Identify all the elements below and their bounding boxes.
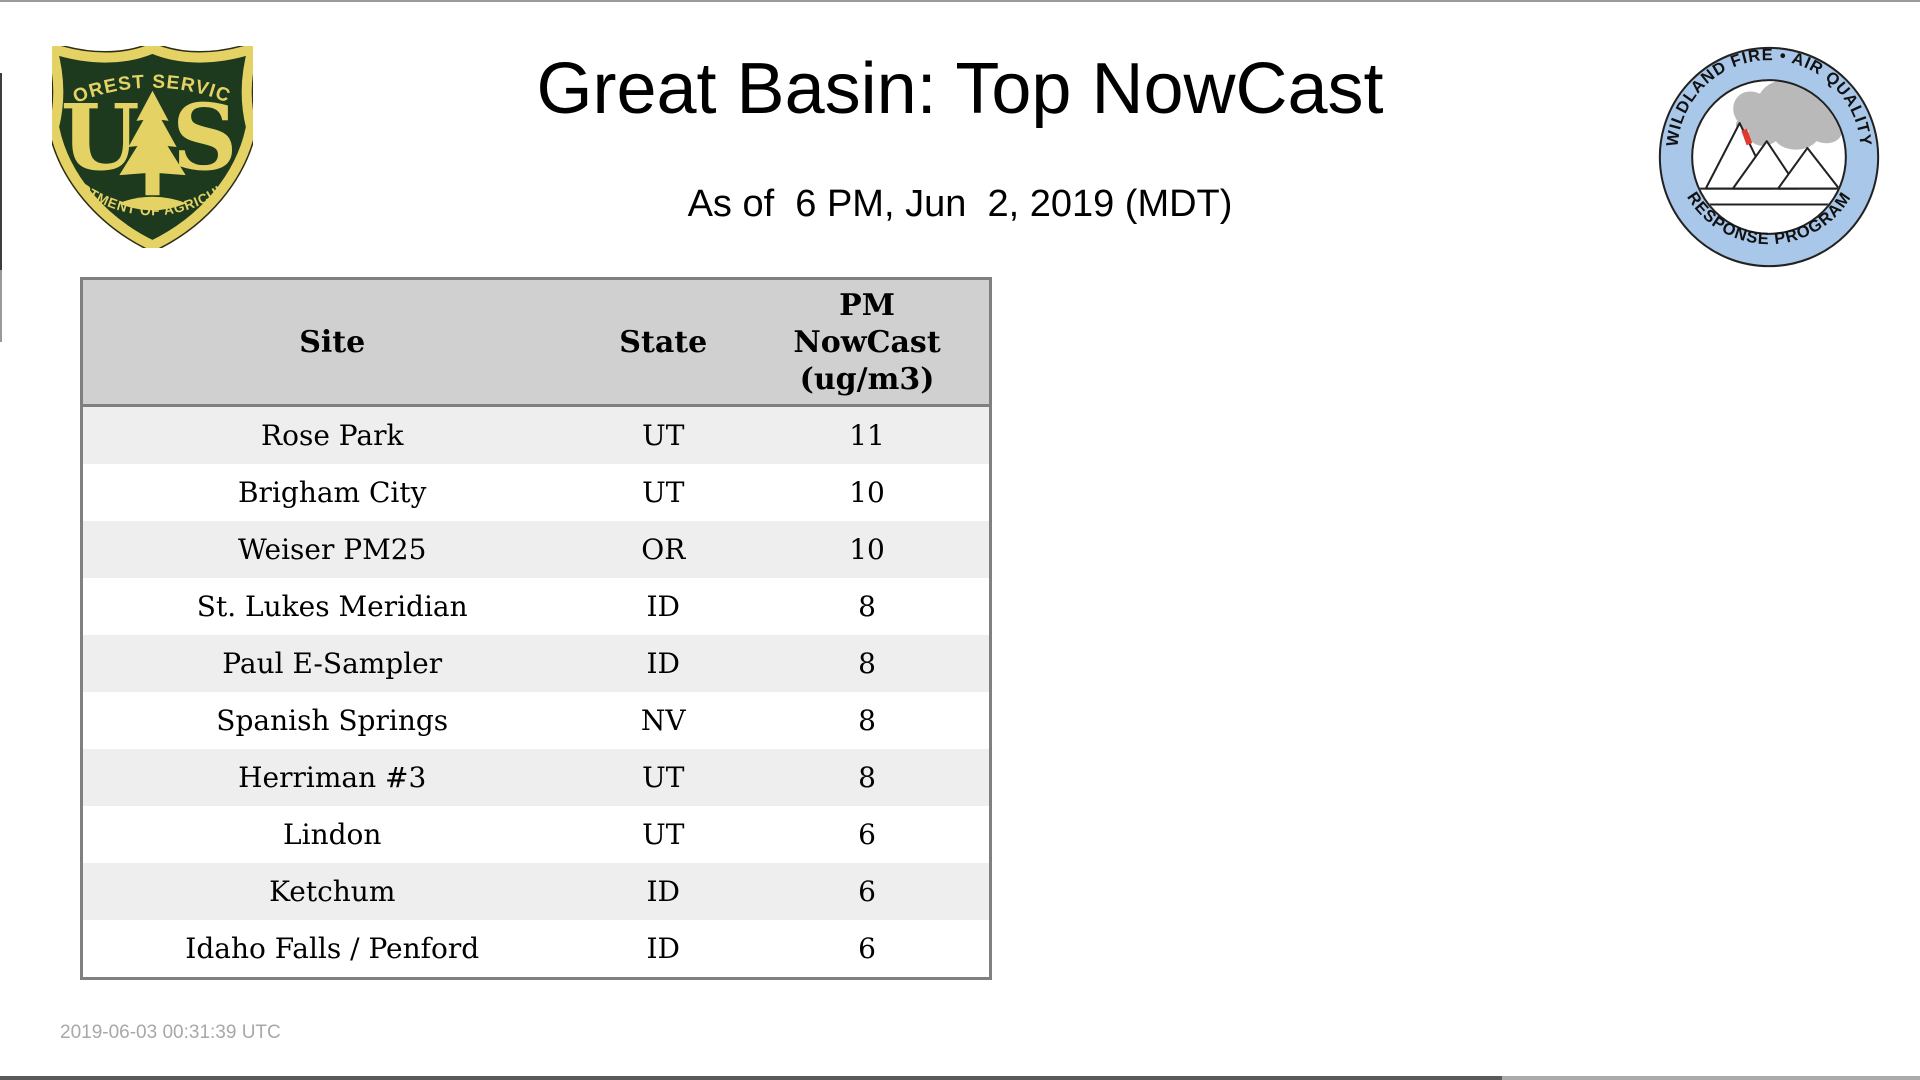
forest-service-logo-icon: FOREST SERVICE U S DEPARTMENT OF AGRICUL… <box>52 46 253 248</box>
table-row: Herriman #3 UT 8 <box>81 749 991 806</box>
state-cell: UT <box>642 476 685 509</box>
table-row: Ketchum ID 6 <box>81 863 991 920</box>
site-cell: Lindon <box>283 818 382 851</box>
site-cell: Paul E-Sampler <box>222 647 443 680</box>
state-cell: UT <box>642 419 685 452</box>
pm-header-line1: PM <box>839 287 895 323</box>
generated-timestamp: 2019-06-03 00:31:39 UTC <box>60 1022 281 1043</box>
state-cell: NV <box>640 704 686 737</box>
table-row: Lindon UT 6 <box>81 806 991 863</box>
nowcast-value-cell: 11 <box>849 419 885 452</box>
pm-header-line2: NowCast <box>793 324 941 360</box>
nowcast-value-cell: 10 <box>849 476 885 509</box>
window-bottom-edge-faint <box>1502 1076 1920 1080</box>
window-left-edge-faint <box>0 270 2 342</box>
state-cell: UT <box>642 761 685 794</box>
state-cell: ID <box>646 590 681 623</box>
state-cell: ID <box>646 932 681 965</box>
column-header-pm-nowcast: PM NowCast (ug/m3) <box>745 278 991 407</box>
site-cell: St. Lukes Meridian <box>196 590 468 623</box>
nowcast-table-body: Rose Park UT 11 Brigham City UT 10 Weiser PM25… <box>81 405 991 979</box>
table-row: Idaho Falls / Penford ID 6 <box>81 920 991 979</box>
nowcast-value-cell: 8 <box>858 590 876 623</box>
site-cell: Spanish Springs <box>216 704 449 737</box>
column-header-state: State <box>581 278 746 407</box>
site-cell: Weiser PM25 <box>238 533 427 566</box>
wfaqrp-logo-icon: WILDLAND FIRE • AIR QUALITY RESPONSE PRO… <box>1658 46 1880 268</box>
pine-tree-icon <box>118 90 187 211</box>
pm-header-line3: (ug/m3) <box>799 361 935 397</box>
ground-lines <box>1694 187 1844 206</box>
window-left-edge <box>0 73 2 270</box>
site-cell: Ketchum <box>269 875 396 908</box>
state-cell: ID <box>646 875 681 908</box>
table-row: Paul E-Sampler ID 8 <box>81 635 991 692</box>
nowcast-value-cell: 10 <box>849 533 885 566</box>
nowcast-value-cell: 8 <box>858 761 876 794</box>
table-row: Rose Park UT 11 <box>81 405 991 464</box>
flame-mark-icon <box>1741 128 1753 146</box>
site-cell: Rose Park <box>261 419 404 452</box>
table-row: Brigham City UT 10 <box>81 464 991 521</box>
state-cell: OR <box>641 533 686 566</box>
site-cell: Herriman #3 <box>238 761 427 794</box>
table-header-row: Site State PM NowCast (ug/m3) <box>81 278 991 407</box>
nowcast-value-cell: 8 <box>858 704 876 737</box>
page-subtitle: As of 6 PM, Jun 2, 2019 (MDT) <box>687 183 1233 225</box>
state-cell: ID <box>646 647 681 680</box>
state-cell: UT <box>642 818 685 851</box>
table-row: St. Lukes Meridian ID 8 <box>81 578 991 635</box>
window-top-edge <box>0 0 1920 2</box>
nowcast-value-cell: 6 <box>858 932 876 965</box>
page-title: Great Basin: Top NowCast <box>536 49 1384 129</box>
nowcast-value-cell: 6 <box>858 818 876 851</box>
table-row: Weiser PM25 OR 10 <box>81 521 991 578</box>
nowcast-value-cell: 8 <box>858 647 876 680</box>
site-cell: Idaho Falls / Penford <box>185 932 480 965</box>
table-row: Spanish Springs NV 8 <box>81 692 991 749</box>
column-header-site: Site <box>81 278 582 407</box>
nowcast-value-cell: 6 <box>858 875 876 908</box>
window-bottom-edge <box>0 1076 1502 1080</box>
nowcast-table: Site State PM NowCast (ug/m3) Rose Park U… <box>80 277 992 980</box>
site-cell: Brigham City <box>237 476 427 509</box>
